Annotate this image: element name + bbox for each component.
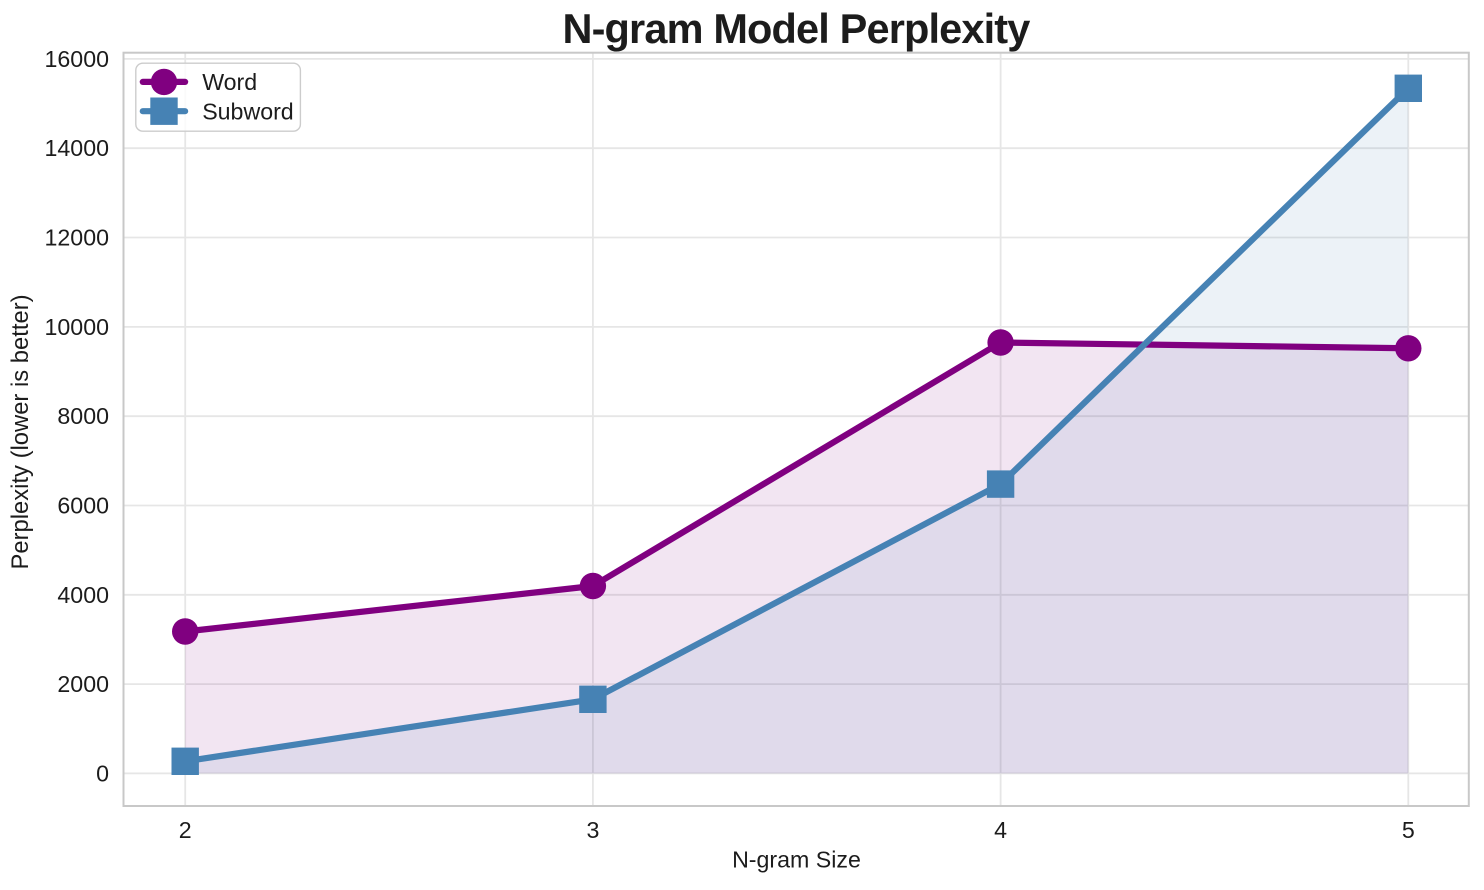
svg-text:4: 4	[994, 817, 1007, 843]
svg-text:0: 0	[96, 760, 109, 786]
svg-text:N-gram Model Perplexity: N-gram Model Perplexity	[562, 5, 1030, 52]
svg-text:Perplexity (lower is better): Perplexity (lower is better)	[7, 294, 34, 569]
svg-text:4000: 4000	[57, 582, 109, 608]
svg-text:12000: 12000	[45, 225, 109, 251]
svg-text:10000: 10000	[45, 314, 109, 340]
svg-text:2000: 2000	[57, 671, 109, 697]
svg-text:3: 3	[586, 817, 599, 843]
svg-text:Subword: Subword	[202, 99, 294, 125]
svg-text:2: 2	[179, 817, 192, 843]
svg-text:6000: 6000	[57, 493, 109, 519]
svg-text:5: 5	[1402, 817, 1415, 843]
svg-text:8000: 8000	[57, 403, 109, 429]
svg-text:Word: Word	[202, 69, 257, 95]
svg-text:N-gram Size: N-gram Size	[732, 847, 861, 873]
svg-text:16000: 16000	[45, 46, 109, 72]
svg-text:14000: 14000	[45, 135, 109, 161]
